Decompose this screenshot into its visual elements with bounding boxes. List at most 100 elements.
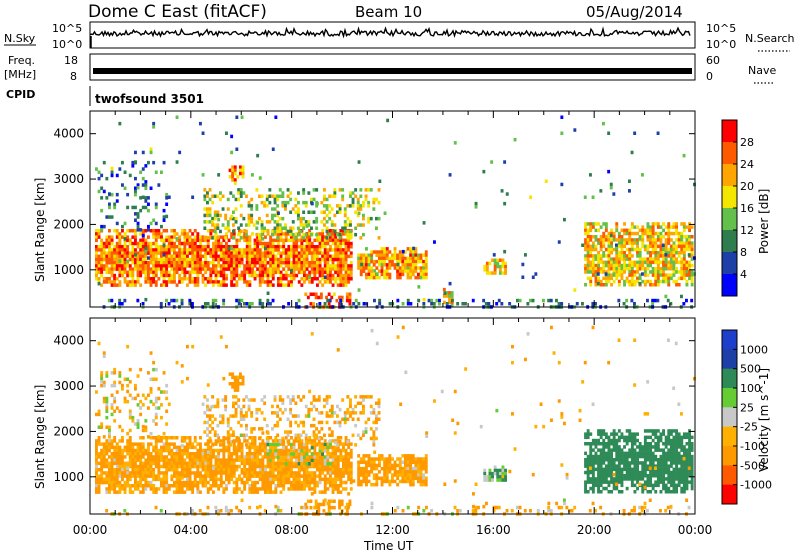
range-gate-cell	[245, 267, 249, 271]
range-gate-cell	[610, 251, 613, 255]
range-gate-cell	[498, 264, 502, 269]
range-gate-cell	[240, 248, 244, 252]
range-gate-cell	[147, 468, 150, 472]
range-gate-cell	[206, 442, 210, 446]
range-gate-cell	[258, 442, 262, 446]
range-gate-cell	[266, 464, 270, 469]
range-gate-cell	[245, 461, 249, 466]
range-gate-cell	[513, 137, 517, 142]
range-gate-cell	[118, 235, 122, 239]
range-gate-cell	[167, 245, 171, 249]
range-gate-cell	[333, 191, 337, 195]
range-gate-cell	[191, 251, 195, 255]
range-gate-cell	[274, 474, 278, 478]
range-gate-cell	[157, 448, 161, 453]
range-gate-cell	[141, 254, 145, 259]
range-gate-cell	[669, 244, 673, 249]
range-gate-cell	[141, 267, 145, 271]
range-gate-cell	[348, 302, 352, 306]
range-gate-cell	[258, 468, 262, 472]
range-gate-cell	[131, 235, 135, 239]
range-gate-cell	[321, 235, 325, 239]
range-gate-cell	[152, 458, 156, 462]
range-gate-cell	[342, 248, 345, 252]
range-gate-cell	[690, 235, 694, 239]
range-gate-cell	[297, 210, 300, 214]
range-gate-cell	[369, 188, 373, 192]
range-gate-cell	[165, 273, 169, 278]
range-gate-cell	[323, 480, 327, 485]
range-gate-cell	[136, 212, 140, 216]
range-gate-cell	[188, 261, 192, 265]
range-gate-cell	[183, 448, 187, 453]
range-gate-cell	[139, 273, 143, 278]
range-gate-cell	[180, 267, 184, 271]
range-gate-cell	[225, 471, 228, 475]
range-gate-cell	[406, 259, 410, 264]
range-gate-cell	[245, 257, 249, 262]
range-gate-cell	[108, 442, 111, 446]
range-gate-cell	[108, 215, 111, 219]
range-gate-cell	[141, 477, 145, 482]
range-gate-cell	[238, 455, 241, 459]
range-gate-cell	[217, 254, 221, 259]
range-gate-cell	[160, 283, 163, 287]
range-gate-cell	[128, 270, 132, 275]
range-gate-cell	[126, 471, 130, 475]
range-gate-cell	[154, 251, 158, 255]
range-gate-cell	[310, 464, 314, 469]
range-gate-cell	[225, 458, 228, 462]
range-gate-cell	[279, 245, 283, 249]
range-gate-cell	[100, 248, 104, 252]
range-gate-cell	[188, 436, 192, 440]
range-gate-cell	[290, 248, 293, 252]
station-title: Dome C East (fitACF)	[88, 2, 267, 22]
range-gate-cell	[424, 263, 428, 267]
range-gate-cell	[141, 167, 145, 171]
range-gate-cell	[225, 445, 228, 450]
range-gate-cell	[232, 270, 236, 275]
range-gate-cell	[326, 477, 330, 482]
range-gate-cell	[245, 280, 249, 284]
range-gate-cell	[388, 272, 392, 277]
nsky-panel: N.Sky 10^5 10^0 10^5 10^0 N.Search	[4, 21, 795, 52]
range-gate-cell	[401, 259, 405, 264]
range-gate-cell	[628, 435, 632, 440]
range-gate-cell	[139, 452, 143, 456]
range-gate-cell	[157, 461, 161, 466]
range-gate-cell	[266, 448, 270, 453]
range-gate-cell	[141, 302, 145, 306]
range-gate-cell	[175, 487, 179, 491]
range-gate-cell	[343, 229, 347, 234]
range-gate-cell	[243, 487, 247, 491]
range-gate-cell	[274, 477, 278, 482]
range-gate-cell	[253, 480, 257, 485]
range-gate-cell	[318, 273, 322, 278]
range-gate-cell	[217, 245, 221, 249]
range-gate-cell	[277, 458, 280, 462]
range-gate-cell	[682, 254, 686, 258]
range-gate-cell	[201, 480, 205, 485]
range-gate-cell	[186, 461, 189, 466]
range-gate-cell	[160, 477, 163, 482]
range-gate-cell	[597, 477, 600, 481]
range-gate-cell	[300, 238, 304, 243]
range-gate-cell	[209, 484, 213, 488]
range-gate-cell	[303, 458, 306, 462]
range-gate-cell	[599, 464, 603, 468]
range-gate-cell	[414, 463, 418, 468]
range-gate-cell	[406, 470, 410, 474]
range-gate-cell	[656, 267, 660, 271]
range-gate-cell	[342, 264, 345, 268]
range-gate-cell	[209, 267, 213, 271]
range-gate-cell	[417, 285, 421, 289]
range-gate-cell	[134, 477, 137, 482]
range-gate-cell	[123, 186, 127, 190]
range-gate-cell	[334, 257, 338, 262]
range-gate-cell	[165, 490, 169, 494]
range-gate-cell	[282, 248, 286, 252]
range-gate-cell	[134, 176, 137, 181]
range-gate-cell	[141, 251, 145, 255]
range-gate-cell	[203, 197, 207, 202]
range-gate-cell	[643, 244, 647, 249]
